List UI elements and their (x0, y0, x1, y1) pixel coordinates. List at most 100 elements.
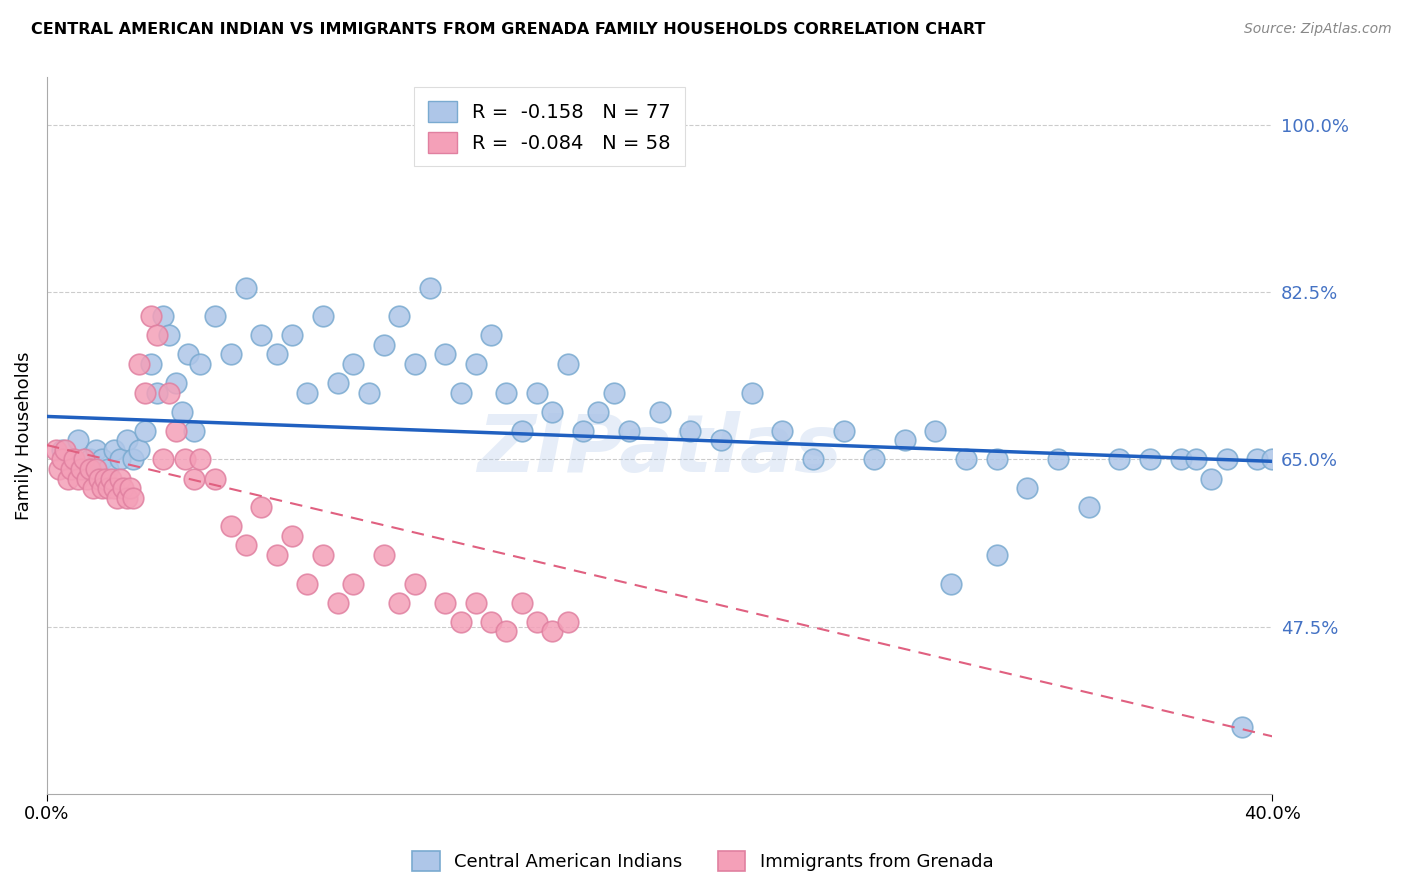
Point (281, 328, 304, 343)
Point (404, 576, 426, 591)
Point (72, 462, 94, 476)
Point (801, 452, 824, 467)
Point (63, 452, 86, 467)
Text: CENTRAL AMERICAN INDIAN VS IMMIGRANTS FROM GRENADA FAMILY HOUSEHOLDS CORRELATION: CENTRAL AMERICAN INDIAN VS IMMIGRANTS FR… (31, 22, 986, 37)
Point (97, 481, 120, 495)
Point (97, 462, 120, 476)
Point (112, 481, 135, 495)
Point (1261, 452, 1284, 467)
Point (87, 471, 110, 485)
Point (924, 424, 946, 438)
Point (91, 481, 114, 495)
Point (311, 548, 333, 562)
Point (541, 405, 564, 419)
Point (139, 357, 162, 371)
Point (741, 385, 763, 400)
Point (152, 309, 174, 323)
Point (128, 442, 150, 457)
Point (832, 424, 855, 438)
Point (165, 424, 187, 438)
Point (51, 452, 73, 467)
Point (557, 615, 579, 629)
Point (1230, 720, 1253, 734)
Point (204, 309, 226, 323)
Point (939, 576, 962, 591)
Legend: Central American Indians, Immigrants from Grenada: Central American Indians, Immigrants fro… (405, 844, 1001, 879)
Point (152, 452, 174, 467)
Point (526, 385, 548, 400)
Point (1170, 452, 1192, 467)
Point (679, 424, 702, 438)
Point (357, 385, 380, 400)
Point (76, 471, 98, 485)
Point (188, 357, 211, 371)
Point (146, 385, 169, 400)
Point (121, 452, 143, 467)
Point (510, 424, 533, 438)
Point (188, 452, 211, 467)
Point (863, 452, 886, 467)
Point (434, 347, 457, 361)
Point (557, 357, 579, 371)
Point (266, 548, 288, 562)
Point (986, 452, 1008, 467)
Point (60, 462, 83, 476)
Point (326, 596, 349, 610)
Point (479, 615, 502, 629)
Point (183, 424, 205, 438)
Point (115, 434, 138, 448)
Point (128, 357, 150, 371)
Point (159, 385, 181, 400)
Point (1108, 452, 1130, 467)
Point (159, 328, 181, 343)
Point (388, 596, 411, 610)
Point (79, 462, 101, 476)
Point (60, 452, 83, 467)
Point (464, 357, 486, 371)
Point (134, 424, 156, 438)
Text: ZIPatlas: ZIPatlas (477, 411, 842, 489)
Point (373, 548, 395, 562)
Point (495, 385, 517, 400)
Point (94, 471, 117, 485)
Point (82, 481, 104, 495)
Point (115, 491, 138, 505)
Text: Source: ZipAtlas.com: Source: ZipAtlas.com (1244, 22, 1392, 37)
Point (170, 405, 193, 419)
Point (219, 347, 242, 361)
Legend: R =  -0.158   N = 77, R =  -0.084   N = 58: R = -0.158 N = 77, R = -0.084 N = 58 (415, 87, 685, 167)
Point (572, 424, 595, 438)
Point (1046, 452, 1069, 467)
Point (1077, 500, 1099, 515)
Point (617, 424, 640, 438)
Point (419, 280, 441, 294)
Point (342, 576, 364, 591)
Point (986, 548, 1008, 562)
Point (103, 481, 125, 495)
Point (648, 405, 671, 419)
Point (250, 328, 273, 343)
Point (710, 434, 733, 448)
Point (281, 529, 304, 543)
Point (53, 442, 76, 457)
Point (266, 347, 288, 361)
Point (541, 624, 564, 639)
Point (1185, 452, 1208, 467)
Point (173, 452, 195, 467)
Point (404, 357, 426, 371)
Point (139, 309, 162, 323)
Point (526, 615, 548, 629)
Point (450, 385, 472, 400)
Point (219, 519, 242, 533)
Point (105, 491, 128, 505)
Point (84, 442, 107, 457)
Point (1199, 471, 1222, 485)
Point (91, 452, 114, 467)
Point (1139, 452, 1161, 467)
Point (434, 596, 457, 610)
Point (134, 385, 156, 400)
Point (103, 442, 125, 457)
Point (51, 442, 73, 457)
Point (250, 500, 273, 515)
Point (373, 338, 395, 352)
